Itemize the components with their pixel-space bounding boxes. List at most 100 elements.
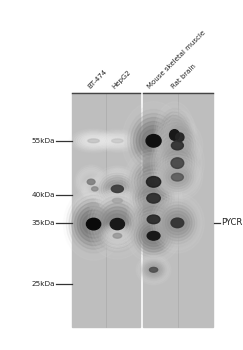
Ellipse shape [139, 206, 168, 233]
Ellipse shape [72, 199, 115, 249]
Ellipse shape [171, 158, 184, 168]
Ellipse shape [141, 259, 166, 280]
Ellipse shape [168, 154, 187, 173]
Ellipse shape [166, 168, 189, 187]
Ellipse shape [171, 218, 184, 228]
Ellipse shape [72, 130, 115, 152]
Ellipse shape [143, 221, 164, 234]
Ellipse shape [101, 175, 134, 203]
Ellipse shape [139, 125, 168, 156]
Ellipse shape [161, 115, 188, 155]
Ellipse shape [132, 159, 175, 205]
Ellipse shape [138, 256, 169, 284]
Ellipse shape [158, 202, 197, 244]
Ellipse shape [163, 147, 192, 180]
Ellipse shape [143, 232, 164, 246]
Ellipse shape [122, 102, 185, 180]
Ellipse shape [111, 185, 123, 192]
Ellipse shape [106, 170, 128, 187]
Ellipse shape [87, 179, 95, 184]
Ellipse shape [92, 166, 143, 212]
Ellipse shape [156, 105, 193, 165]
Ellipse shape [108, 182, 127, 196]
Ellipse shape [100, 189, 135, 213]
Ellipse shape [74, 203, 113, 246]
Ellipse shape [87, 189, 148, 259]
Ellipse shape [171, 141, 183, 150]
Ellipse shape [89, 184, 101, 194]
Ellipse shape [164, 113, 196, 162]
Ellipse shape [142, 130, 165, 152]
Ellipse shape [159, 160, 196, 194]
Ellipse shape [110, 218, 124, 230]
Ellipse shape [143, 192, 164, 206]
Ellipse shape [149, 267, 158, 272]
Ellipse shape [129, 195, 178, 244]
Ellipse shape [174, 130, 186, 145]
Ellipse shape [106, 180, 129, 198]
Ellipse shape [170, 124, 189, 151]
Ellipse shape [99, 173, 136, 205]
Ellipse shape [156, 158, 198, 196]
Ellipse shape [138, 183, 169, 213]
Ellipse shape [76, 167, 106, 197]
Ellipse shape [143, 209, 164, 223]
Ellipse shape [90, 185, 100, 193]
Ellipse shape [66, 191, 121, 257]
Ellipse shape [141, 209, 166, 230]
Ellipse shape [136, 121, 171, 160]
Ellipse shape [123, 149, 184, 215]
Ellipse shape [143, 198, 164, 211]
Ellipse shape [63, 188, 124, 260]
Ellipse shape [102, 190, 133, 211]
Text: 40kDa: 40kDa [31, 192, 55, 198]
Ellipse shape [94, 168, 141, 210]
Ellipse shape [168, 170, 187, 184]
Ellipse shape [143, 134, 164, 148]
Ellipse shape [92, 187, 98, 191]
Ellipse shape [78, 134, 109, 148]
Ellipse shape [98, 187, 137, 214]
Text: Mouse skeletal muscle: Mouse skeletal muscle [147, 30, 207, 90]
Ellipse shape [155, 136, 200, 190]
Ellipse shape [144, 211, 163, 227]
Ellipse shape [169, 121, 191, 153]
Ellipse shape [146, 264, 162, 276]
Ellipse shape [85, 177, 97, 187]
Bar [143, 93, 213, 327]
Ellipse shape [73, 192, 114, 219]
Ellipse shape [134, 217, 173, 255]
Ellipse shape [143, 180, 164, 194]
Ellipse shape [102, 134, 133, 148]
Ellipse shape [143, 128, 164, 142]
Ellipse shape [125, 168, 182, 229]
Ellipse shape [76, 132, 111, 149]
Ellipse shape [155, 199, 200, 247]
Ellipse shape [127, 192, 181, 246]
Ellipse shape [158, 140, 197, 186]
Ellipse shape [172, 127, 188, 148]
Ellipse shape [104, 177, 131, 200]
Ellipse shape [80, 135, 107, 147]
Ellipse shape [88, 203, 99, 208]
Ellipse shape [141, 225, 166, 246]
Ellipse shape [153, 133, 202, 193]
Ellipse shape [163, 119, 186, 151]
Ellipse shape [75, 193, 112, 217]
Ellipse shape [104, 225, 130, 246]
Ellipse shape [81, 172, 102, 192]
Ellipse shape [106, 193, 129, 208]
Ellipse shape [125, 106, 182, 176]
Ellipse shape [111, 174, 124, 183]
Ellipse shape [101, 207, 134, 242]
Ellipse shape [131, 198, 176, 241]
Ellipse shape [83, 136, 104, 146]
Ellipse shape [95, 130, 139, 152]
Ellipse shape [165, 150, 190, 176]
Ellipse shape [133, 177, 174, 219]
Ellipse shape [143, 146, 164, 159]
Ellipse shape [109, 137, 126, 144]
Ellipse shape [152, 153, 203, 201]
Ellipse shape [129, 211, 178, 260]
Ellipse shape [139, 222, 168, 249]
